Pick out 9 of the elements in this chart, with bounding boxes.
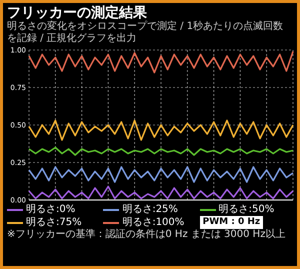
legend-label: 明るさ:75%	[26, 216, 82, 228]
text: PWM : 0 Hz	[200, 216, 264, 229]
legend-label: 明るさ:25%	[122, 203, 178, 216]
legend-label: 明るさ:100%	[122, 216, 184, 228]
text: ※フリッカーの基準：認証の条件は0 Hz または 3000 Hz以上	[7, 229, 286, 241]
chart-subtitle: 明るさの変化をオシロスコープで測定 / 1秒あたりの点滅回数を記録 / 正規化グラフを出力	[7, 21, 284, 45]
chart-title: フリッカーの測定結果	[7, 5, 147, 21]
legend-label: 明るさ:0%	[26, 203, 76, 216]
legend-label: 明るさ:50%	[218, 203, 274, 216]
